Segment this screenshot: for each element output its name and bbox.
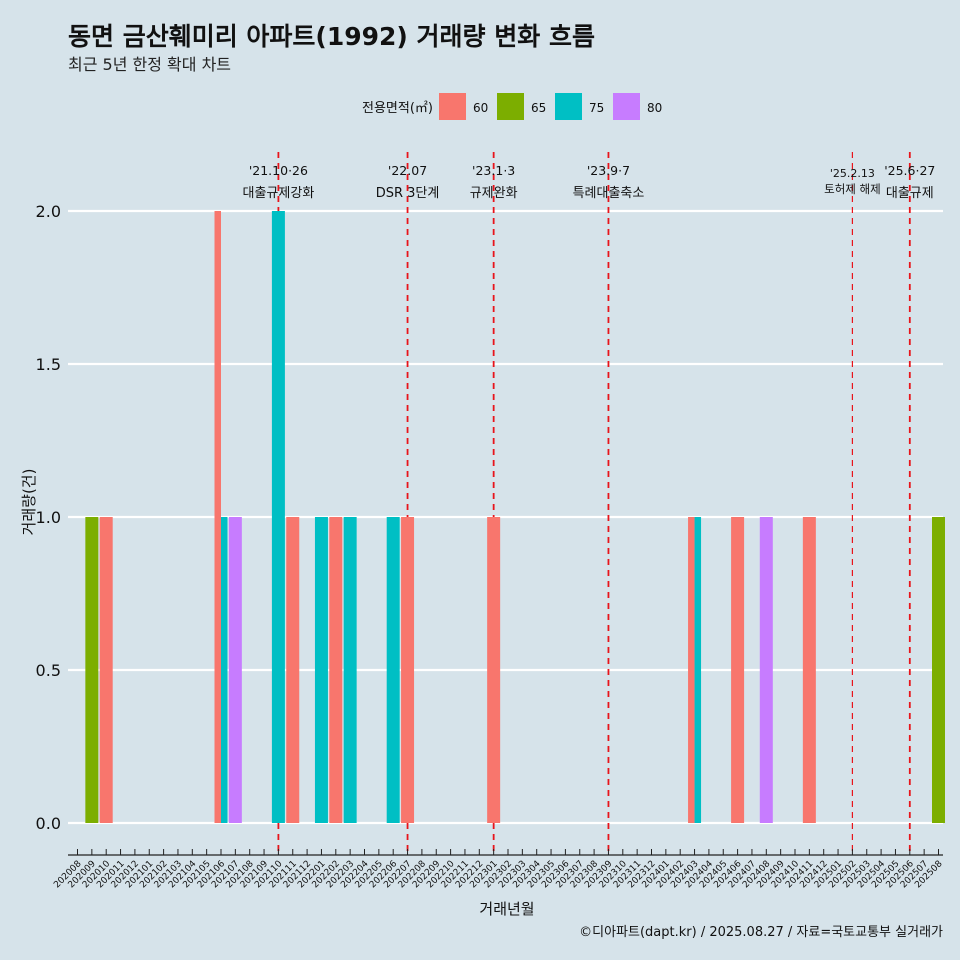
event-label: 대출규제 [886, 186, 934, 201]
event-date: '22.07 [388, 163, 427, 178]
legend-key-75 [555, 93, 582, 120]
bar-202202-60 [329, 517, 343, 823]
y-tick-labels: 0.0 0.5 1.0 1.5 2.0 [36, 202, 61, 833]
bar-202111-60 [286, 517, 300, 823]
y-tick-label: 0.0 [36, 814, 61, 833]
bar-202508-65 [932, 517, 945, 823]
event-label: 대출규제강화 [243, 186, 315, 201]
event-date: '25.6·27 [884, 163, 935, 178]
caption: ©디아파트(dapt.kr) / 2025.08.27 / 자료=국토교통부 실… [579, 925, 943, 940]
event-label: 토허제 해제 [824, 182, 881, 196]
bar-202203-75 [343, 517, 357, 823]
legend-title: 전용면적(㎡) [362, 101, 433, 116]
legend-key-65 [497, 93, 524, 120]
chart-subtitle: 최근 5년 한정 확대 차트 [68, 55, 231, 74]
event-label: 특례대출축소 [573, 186, 645, 201]
legend-key-60 [439, 93, 466, 120]
event-label: 규제완화 [470, 186, 518, 201]
y-tick-label: 1.0 [36, 508, 61, 527]
legend-key-80 [613, 93, 640, 120]
event-label: DSR 3단계 [376, 186, 440, 201]
legend-label-65: 65 [531, 101, 546, 115]
bar-202206-75 [386, 517, 400, 823]
bar-202106-75 [221, 517, 228, 823]
y-gridlines [68, 209, 943, 825]
event-date: '21.10·26 [249, 163, 308, 178]
bars [85, 211, 945, 823]
y-tick-label: 2.0 [36, 202, 61, 221]
bar-202406-60 [731, 517, 745, 823]
bar-202106-60 [214, 211, 221, 823]
bar-202411-60 [802, 517, 816, 823]
chart-title: 동면 금산훼미리 아파트(1992) 거래량 변화 흐름 [68, 22, 595, 51]
event-date: '23.9·7 [587, 163, 630, 178]
x-axis: 2020082020092020102020112020122021012021… [52, 849, 945, 890]
event-date: '25.2.13 [830, 167, 875, 180]
event-date: '23.1·3 [472, 163, 515, 178]
legend-label-75: 75 [589, 101, 604, 115]
bar-202403-60 [688, 517, 695, 823]
y-tick-label: 0.5 [36, 661, 61, 680]
bar-202408-80 [759, 517, 773, 823]
legend: 전용면적(㎡) 60 65 75 80 [362, 93, 662, 120]
y-tick-label: 1.5 [36, 355, 61, 374]
legend-items: 60 65 75 80 [439, 93, 662, 120]
x-axis-title: 거래년월 [479, 900, 534, 918]
bar-202201-75 [314, 517, 328, 823]
bar-202403-75 [694, 517, 702, 823]
bar-202207-60 [401, 517, 415, 823]
legend-label-80: 80 [647, 101, 662, 115]
legend-label-60: 60 [473, 101, 488, 115]
bar-202107-80 [228, 517, 242, 823]
bar-202009-65 [85, 517, 99, 823]
bar-202301-60 [487, 517, 501, 823]
y-axis-title: 거래량(건) [20, 469, 38, 536]
bar-202010-60 [99, 517, 113, 823]
bar-202110-75 [271, 211, 285, 823]
